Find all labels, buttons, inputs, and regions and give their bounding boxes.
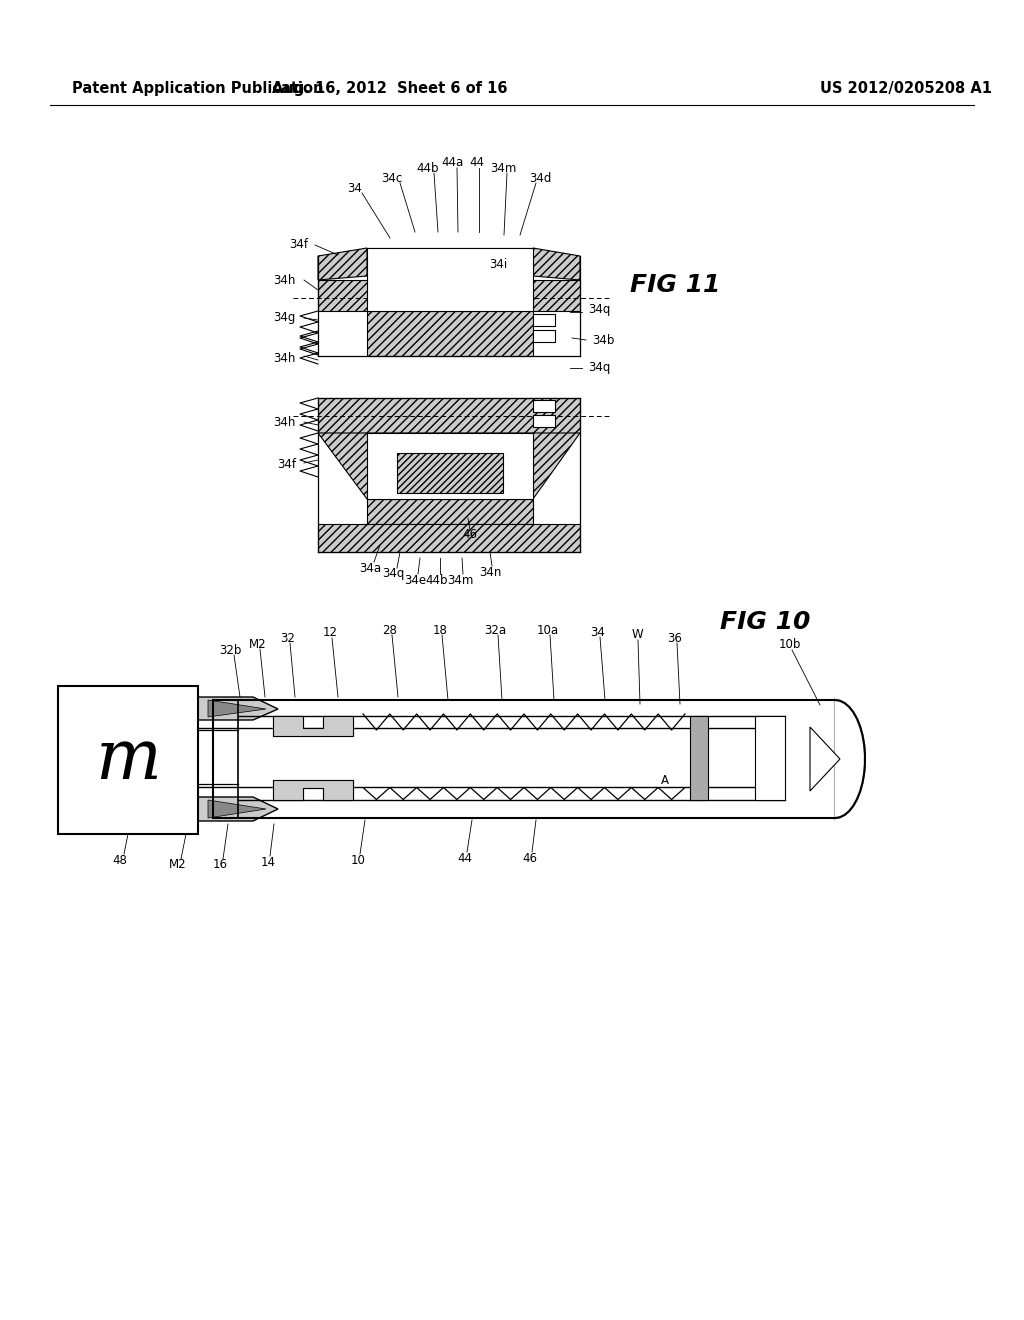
Text: 10a: 10a [537, 623, 559, 636]
Text: 34e: 34e [403, 573, 426, 586]
Text: 14: 14 [260, 855, 275, 869]
Text: 34m: 34m [446, 573, 473, 586]
Text: 46: 46 [463, 528, 477, 541]
Polygon shape [367, 248, 534, 276]
Text: 34i: 34i [488, 259, 507, 272]
Text: 34h: 34h [273, 416, 296, 429]
Polygon shape [534, 248, 580, 280]
Polygon shape [318, 433, 580, 499]
Polygon shape [198, 697, 278, 719]
Bar [367, 433, 534, 499]
Text: 34f: 34f [289, 239, 308, 252]
Text: 32: 32 [281, 631, 296, 644]
Bar [367, 248, 534, 312]
Text: A: A [662, 774, 669, 787]
Text: m: m [95, 726, 161, 793]
Text: 34n: 34n [479, 565, 501, 578]
Bar [755, 715, 785, 800]
Text: M2: M2 [169, 858, 186, 871]
Text: Patent Application Publication: Patent Application Publication [72, 81, 324, 95]
Text: 34b: 34b [592, 334, 614, 346]
Text: 34h: 34h [273, 273, 296, 286]
Polygon shape [367, 312, 534, 356]
Polygon shape [367, 499, 534, 524]
Text: 12: 12 [323, 627, 338, 639]
Text: 34a: 34a [359, 561, 381, 574]
Text: 46: 46 [522, 851, 538, 865]
Polygon shape [318, 248, 367, 280]
Text: 16: 16 [213, 858, 227, 871]
Polygon shape [835, 700, 865, 818]
Text: Aug. 16, 2012  Sheet 6 of 16: Aug. 16, 2012 Sheet 6 of 16 [272, 81, 508, 95]
Text: 10: 10 [350, 854, 366, 866]
Text: 44a: 44a [442, 157, 464, 169]
Text: 34c: 34c [381, 172, 402, 185]
Text: 10b: 10b [779, 639, 801, 652]
Text: US 2012/0205208 A1: US 2012/0205208 A1 [820, 81, 992, 95]
Bar [534, 330, 555, 342]
Polygon shape [208, 700, 266, 717]
Polygon shape [273, 780, 353, 800]
Text: 32b: 32b [219, 644, 242, 656]
Bar [58, 686, 198, 834]
Polygon shape [318, 399, 580, 433]
Text: 34q: 34q [588, 304, 610, 317]
Text: 34f: 34f [278, 458, 296, 471]
Bar [534, 414, 555, 426]
Text: M2: M2 [249, 638, 267, 651]
Text: 32a: 32a [484, 623, 506, 636]
Polygon shape [318, 524, 580, 552]
Bar [534, 314, 555, 326]
Text: 34d: 34d [528, 172, 551, 185]
Text: FIG 10: FIG 10 [720, 610, 810, 634]
Text: 34: 34 [347, 181, 362, 194]
Polygon shape [318, 280, 580, 312]
Polygon shape [273, 715, 353, 737]
Text: 34m: 34m [489, 161, 516, 174]
Text: 18: 18 [432, 623, 447, 636]
Polygon shape [810, 727, 840, 791]
Text: 34h: 34h [273, 351, 296, 364]
Text: 34q: 34q [382, 568, 404, 581]
Text: 44: 44 [469, 157, 484, 169]
Text: 44b: 44b [426, 573, 449, 586]
Text: 36: 36 [668, 631, 682, 644]
Text: 28: 28 [383, 623, 397, 636]
Bar [690, 715, 708, 800]
Polygon shape [198, 797, 278, 821]
Bar [397, 453, 503, 492]
Text: 44: 44 [458, 851, 472, 865]
Text: 44b: 44b [417, 161, 439, 174]
Text: W: W [631, 628, 643, 642]
Text: FIG 11: FIG 11 [630, 273, 720, 297]
Text: 34: 34 [591, 626, 605, 639]
Text: 34q: 34q [588, 362, 610, 375]
Polygon shape [208, 800, 266, 818]
Bar [534, 400, 555, 412]
Text: 34g: 34g [273, 312, 296, 325]
Text: 48: 48 [113, 854, 127, 866]
